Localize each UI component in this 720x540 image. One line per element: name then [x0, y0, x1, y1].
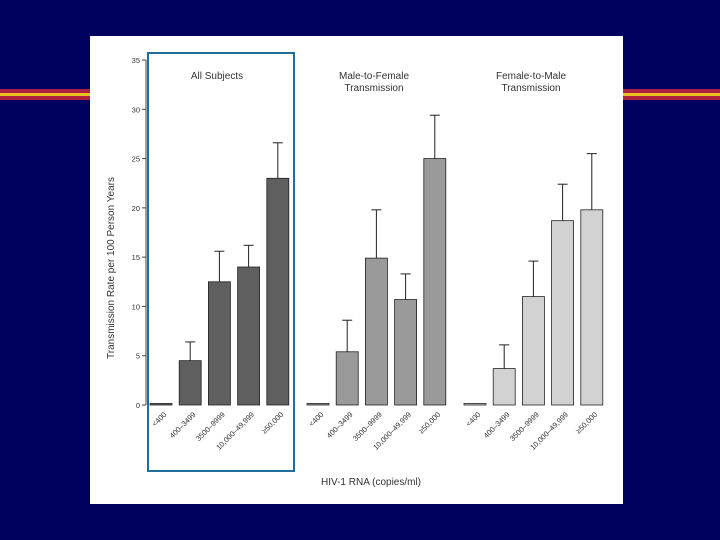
- y-tick-label: 5: [136, 352, 140, 361]
- all-subjects-highlight-box: [147, 52, 295, 472]
- x-tick-label: 400–3499: [482, 410, 512, 440]
- x-tick-label: ≥50,000: [260, 410, 286, 436]
- bar: [492, 368, 516, 406]
- bar: [521, 296, 545, 406]
- bars: [149, 114, 604, 406]
- x-axis-label: HIV-1 RNA (copies/ml): [321, 477, 421, 488]
- y-tick-label: 15: [132, 253, 140, 262]
- y-axis-label: Transmission Rate per 100 Person Years: [106, 177, 117, 359]
- x-tick-label: ≥50,000: [417, 410, 443, 436]
- y-tick-label: 25: [132, 155, 140, 164]
- chart-panel: 0 5 10 15 20 25 30 35 <400 400–3499 3500–9999 10,0…: [90, 36, 623, 504]
- group-title: Transmission: [501, 83, 560, 94]
- x-tick-label: 400–3499: [168, 410, 198, 440]
- y-tick-label: 30: [132, 105, 140, 114]
- bar: [306, 403, 330, 406]
- bar: [335, 351, 359, 406]
- group-title: All Subjects: [191, 71, 243, 82]
- bar: [580, 209, 604, 406]
- x-tick-label: <400: [150, 410, 168, 428]
- bar: [149, 403, 173, 406]
- group-title: Male-to-Female: [339, 71, 409, 82]
- group-title: Transmission: [344, 83, 403, 94]
- x-tick-label: ≥50,000: [574, 410, 600, 436]
- x-tick-label: <400: [464, 410, 482, 428]
- bar: [266, 177, 290, 406]
- bar: [178, 360, 202, 406]
- x-tick-label: 400–3499: [325, 410, 355, 440]
- bar: [208, 281, 231, 406]
- x-tick-label: <400: [307, 410, 325, 428]
- group-title: Female-to-Male: [496, 71, 566, 82]
- group-titles: All Subjects Male-to-FemaleTransmissionFe…: [191, 71, 567, 94]
- y-tick-label: 20: [132, 204, 140, 213]
- bar: [237, 266, 261, 406]
- bar: [364, 257, 388, 406]
- transmission-rate-chart: 0 5 10 15 20 25 30 35 <400 400–34993500–999910,0…: [106, 52, 604, 488]
- y-tick-label: 0: [136, 401, 140, 410]
- y-tick-label: 35: [132, 56, 140, 65]
- bar: [394, 299, 418, 406]
- y-axis: 0 5 10 15 20 25 30 35: [132, 56, 147, 410]
- bar: [463, 403, 487, 406]
- bar: [423, 158, 447, 406]
- y-tick-label: 10: [132, 302, 140, 311]
- bar: [551, 220, 575, 406]
